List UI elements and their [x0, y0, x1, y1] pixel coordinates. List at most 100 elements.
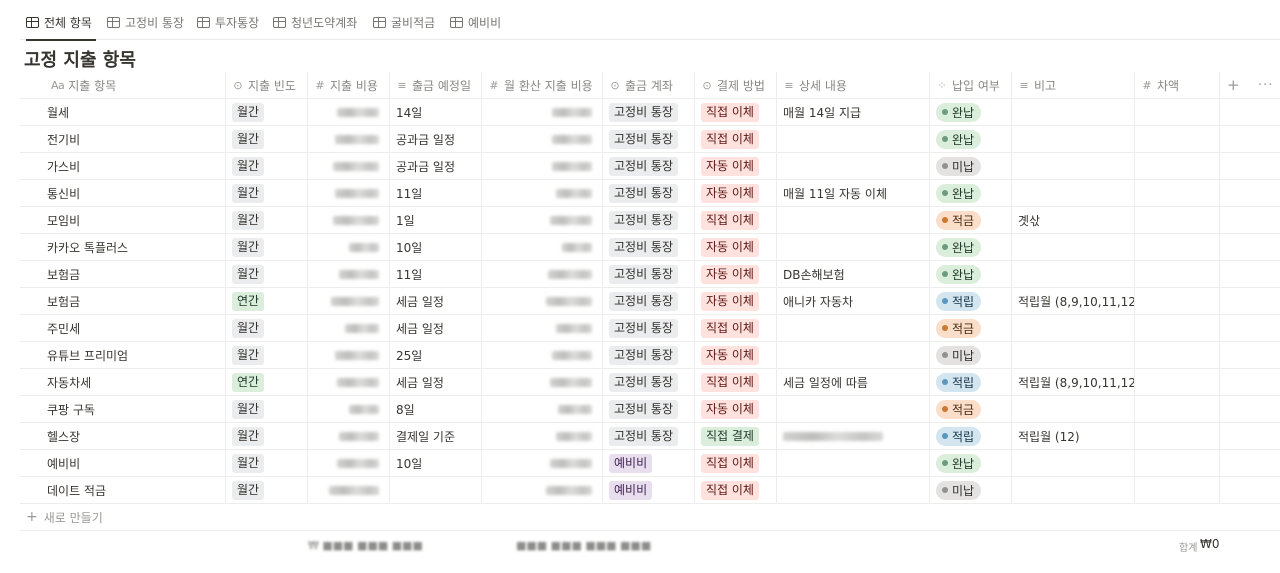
account-cell[interactable]: 고정비 통장 — [603, 261, 695, 287]
monthly-cost-cell[interactable] — [482, 207, 603, 233]
expense-name[interactable]: 유튜브 프리미엄 — [20, 342, 226, 368]
note-cell[interactable] — [1012, 99, 1135, 125]
account-cell[interactable]: 고정비 통장 — [603, 180, 695, 206]
frequency-cell[interactable]: 월간 — [226, 261, 308, 287]
account-cell[interactable]: 고정비 통장 — [603, 288, 695, 314]
account-cell[interactable]: 고정비 통장 — [603, 126, 695, 152]
method-cell[interactable]: 직접 이체 — [695, 207, 777, 233]
cost-cell[interactable] — [308, 99, 390, 125]
difference-cell[interactable] — [1135, 153, 1220, 179]
monthly-cost-cell[interactable] — [482, 369, 603, 395]
note-cell[interactable] — [1012, 126, 1135, 152]
cost-cell[interactable] — [308, 234, 390, 260]
status-cell[interactable]: 완납 — [930, 126, 1012, 152]
difference-cell[interactable] — [1135, 342, 1220, 368]
table-row[interactable]: 자동차세 연간 세금 일정 고정비 통장 직접 이체 세금 일정에 따름 적립 적립월 (8,… — [20, 369, 1280, 396]
monthly-cost-cell[interactable] — [482, 234, 603, 260]
cost-cell[interactable] — [308, 315, 390, 341]
tab-investment-account[interactable]: 투자통장 — [197, 10, 259, 34]
detail-cell[interactable]: 애니카 자동차 — [777, 288, 930, 314]
status-cell[interactable]: 적립 — [930, 288, 1012, 314]
column-header-frequency[interactable]: ⊙ 지출 빈도 — [226, 72, 308, 98]
cost-cell[interactable] — [308, 153, 390, 179]
table-row[interactable]: 헬스장 월간 결제일 기준 고정비 통장 직접 결제 적립 적립월 (12) — [20, 423, 1280, 450]
detail-cell[interactable]: 매월 11일 자동 이체 — [777, 180, 930, 206]
monthly-cost-cell[interactable] — [482, 99, 603, 125]
method-cell[interactable]: 자동 이체 — [695, 342, 777, 368]
detail-cell[interactable]: 세금 일정에 따름 — [777, 369, 930, 395]
cost-cell[interactable] — [308, 342, 390, 368]
method-cell[interactable]: 자동 이체 — [695, 396, 777, 422]
note-cell[interactable] — [1012, 450, 1135, 476]
note-cell[interactable]: 적립월 (8,9,10,11,12) — [1012, 369, 1135, 395]
difference-cell[interactable] — [1135, 180, 1220, 206]
frequency-cell[interactable]: 월간 — [226, 234, 308, 260]
difference-cell[interactable] — [1135, 261, 1220, 287]
expense-name[interactable]: 예비비 — [20, 450, 226, 476]
table-row[interactable]: 모임비 월간 1일 고정비 통장 직접 이체 적금 곗삯 — [20, 207, 1280, 234]
column-header-detail[interactable]: ≡ 상세 내용 — [777, 72, 930, 98]
note-cell[interactable] — [1012, 234, 1135, 260]
frequency-cell[interactable]: 월간 — [226, 477, 308, 503]
expense-name[interactable]: 자동차세 — [20, 369, 226, 395]
method-cell[interactable]: 자동 이체 — [695, 288, 777, 314]
expense-name[interactable]: 주민세 — [20, 315, 226, 341]
account-cell[interactable]: 고정비 통장 — [603, 423, 695, 449]
frequency-cell[interactable]: 월간 — [226, 207, 308, 233]
method-cell[interactable]: 자동 이체 — [695, 261, 777, 287]
method-cell[interactable]: 직접 이체 — [695, 477, 777, 503]
account-cell[interactable]: 고정비 통장 — [603, 369, 695, 395]
status-cell[interactable]: 미납 — [930, 477, 1012, 503]
table-row[interactable]: 통신비 월간 11일 고정비 통장 자동 이체 매월 11일 자동 이체 완납 — [20, 180, 1280, 207]
withdraw-date[interactable]: 25일 — [390, 342, 482, 368]
difference-cell[interactable] — [1135, 477, 1220, 503]
table-row[interactable]: 전기비 월간 공과금 일정 고정비 통장 직접 이체 완납 — [20, 126, 1280, 153]
monthly-cost-cell[interactable] — [482, 180, 603, 206]
table-row[interactable]: 보험금 월간 11일 고정비 통장 자동 이체 DB손해보험 완납 — [20, 261, 1280, 288]
account-cell[interactable]: 예비비 — [603, 477, 695, 503]
cost-cell[interactable] — [308, 396, 390, 422]
column-header-account[interactable]: ⊙ 출금 계좌 — [603, 72, 695, 98]
withdraw-date[interactable]: 세금 일정 — [390, 288, 482, 314]
tab-reserve[interactable]: 예비비 — [450, 10, 501, 34]
detail-cell[interactable] — [777, 126, 930, 152]
detail-cell[interactable] — [777, 234, 930, 260]
withdraw-date[interactable]: 10일 — [390, 450, 482, 476]
expense-name[interactable]: 보험금 — [20, 261, 226, 287]
method-cell[interactable]: 직접 이체 — [695, 450, 777, 476]
status-cell[interactable]: 적금 — [930, 315, 1012, 341]
account-cell[interactable]: 고정비 통장 — [603, 234, 695, 260]
status-cell[interactable]: 완납 — [930, 234, 1012, 260]
expense-name[interactable]: 월세 — [20, 99, 226, 125]
account-cell[interactable]: 고정비 통장 — [603, 153, 695, 179]
tab-fixed-account[interactable]: 고정비 통장 — [107, 10, 184, 34]
note-cell[interactable]: 곗삯 — [1012, 207, 1135, 233]
account-cell[interactable]: 고정비 통장 — [603, 396, 695, 422]
note-cell[interactable] — [1012, 315, 1135, 341]
table-row[interactable]: 데이트 적금 월간 예비비 직접 이체 미납 — [20, 477, 1280, 504]
column-header-note[interactable]: ≡ 비고 — [1012, 72, 1135, 98]
detail-cell[interactable] — [777, 450, 930, 476]
table-row[interactable]: 보험금 연간 세금 일정 고정비 통장 자동 이체 애니카 자동차 적립 적립월 (8,9,1… — [20, 288, 1280, 315]
column-header-item[interactable]: Aa 지출 항목 — [20, 72, 226, 98]
status-cell[interactable]: 완납 — [930, 180, 1012, 206]
cost-cell[interactable] — [308, 369, 390, 395]
detail-cell[interactable]: DB손해보험 — [777, 261, 930, 287]
difference-cell[interactable] — [1135, 234, 1220, 260]
withdraw-date[interactable]: 세금 일정 — [390, 369, 482, 395]
method-cell[interactable]: 자동 이체 — [695, 234, 777, 260]
difference-cell[interactable] — [1135, 396, 1220, 422]
status-cell[interactable]: 적금 — [930, 207, 1012, 233]
detail-cell[interactable] — [777, 207, 930, 233]
account-cell[interactable]: 고정비 통장 — [603, 99, 695, 125]
tab-savings[interactable]: 굴비적금 — [373, 10, 435, 34]
cost-cell[interactable] — [308, 477, 390, 503]
frequency-cell[interactable]: 월간 — [226, 342, 308, 368]
method-cell[interactable]: 자동 이체 — [695, 153, 777, 179]
difference-cell[interactable] — [1135, 99, 1220, 125]
account-cell[interactable]: 고정비 통장 — [603, 207, 695, 233]
table-row[interactable]: 카카오 톡플러스 월간 10일 고정비 통장 자동 이체 완납 — [20, 234, 1280, 261]
status-cell[interactable]: 적립 — [930, 423, 1012, 449]
difference-cell[interactable] — [1135, 423, 1220, 449]
difference-cell[interactable] — [1135, 207, 1220, 233]
